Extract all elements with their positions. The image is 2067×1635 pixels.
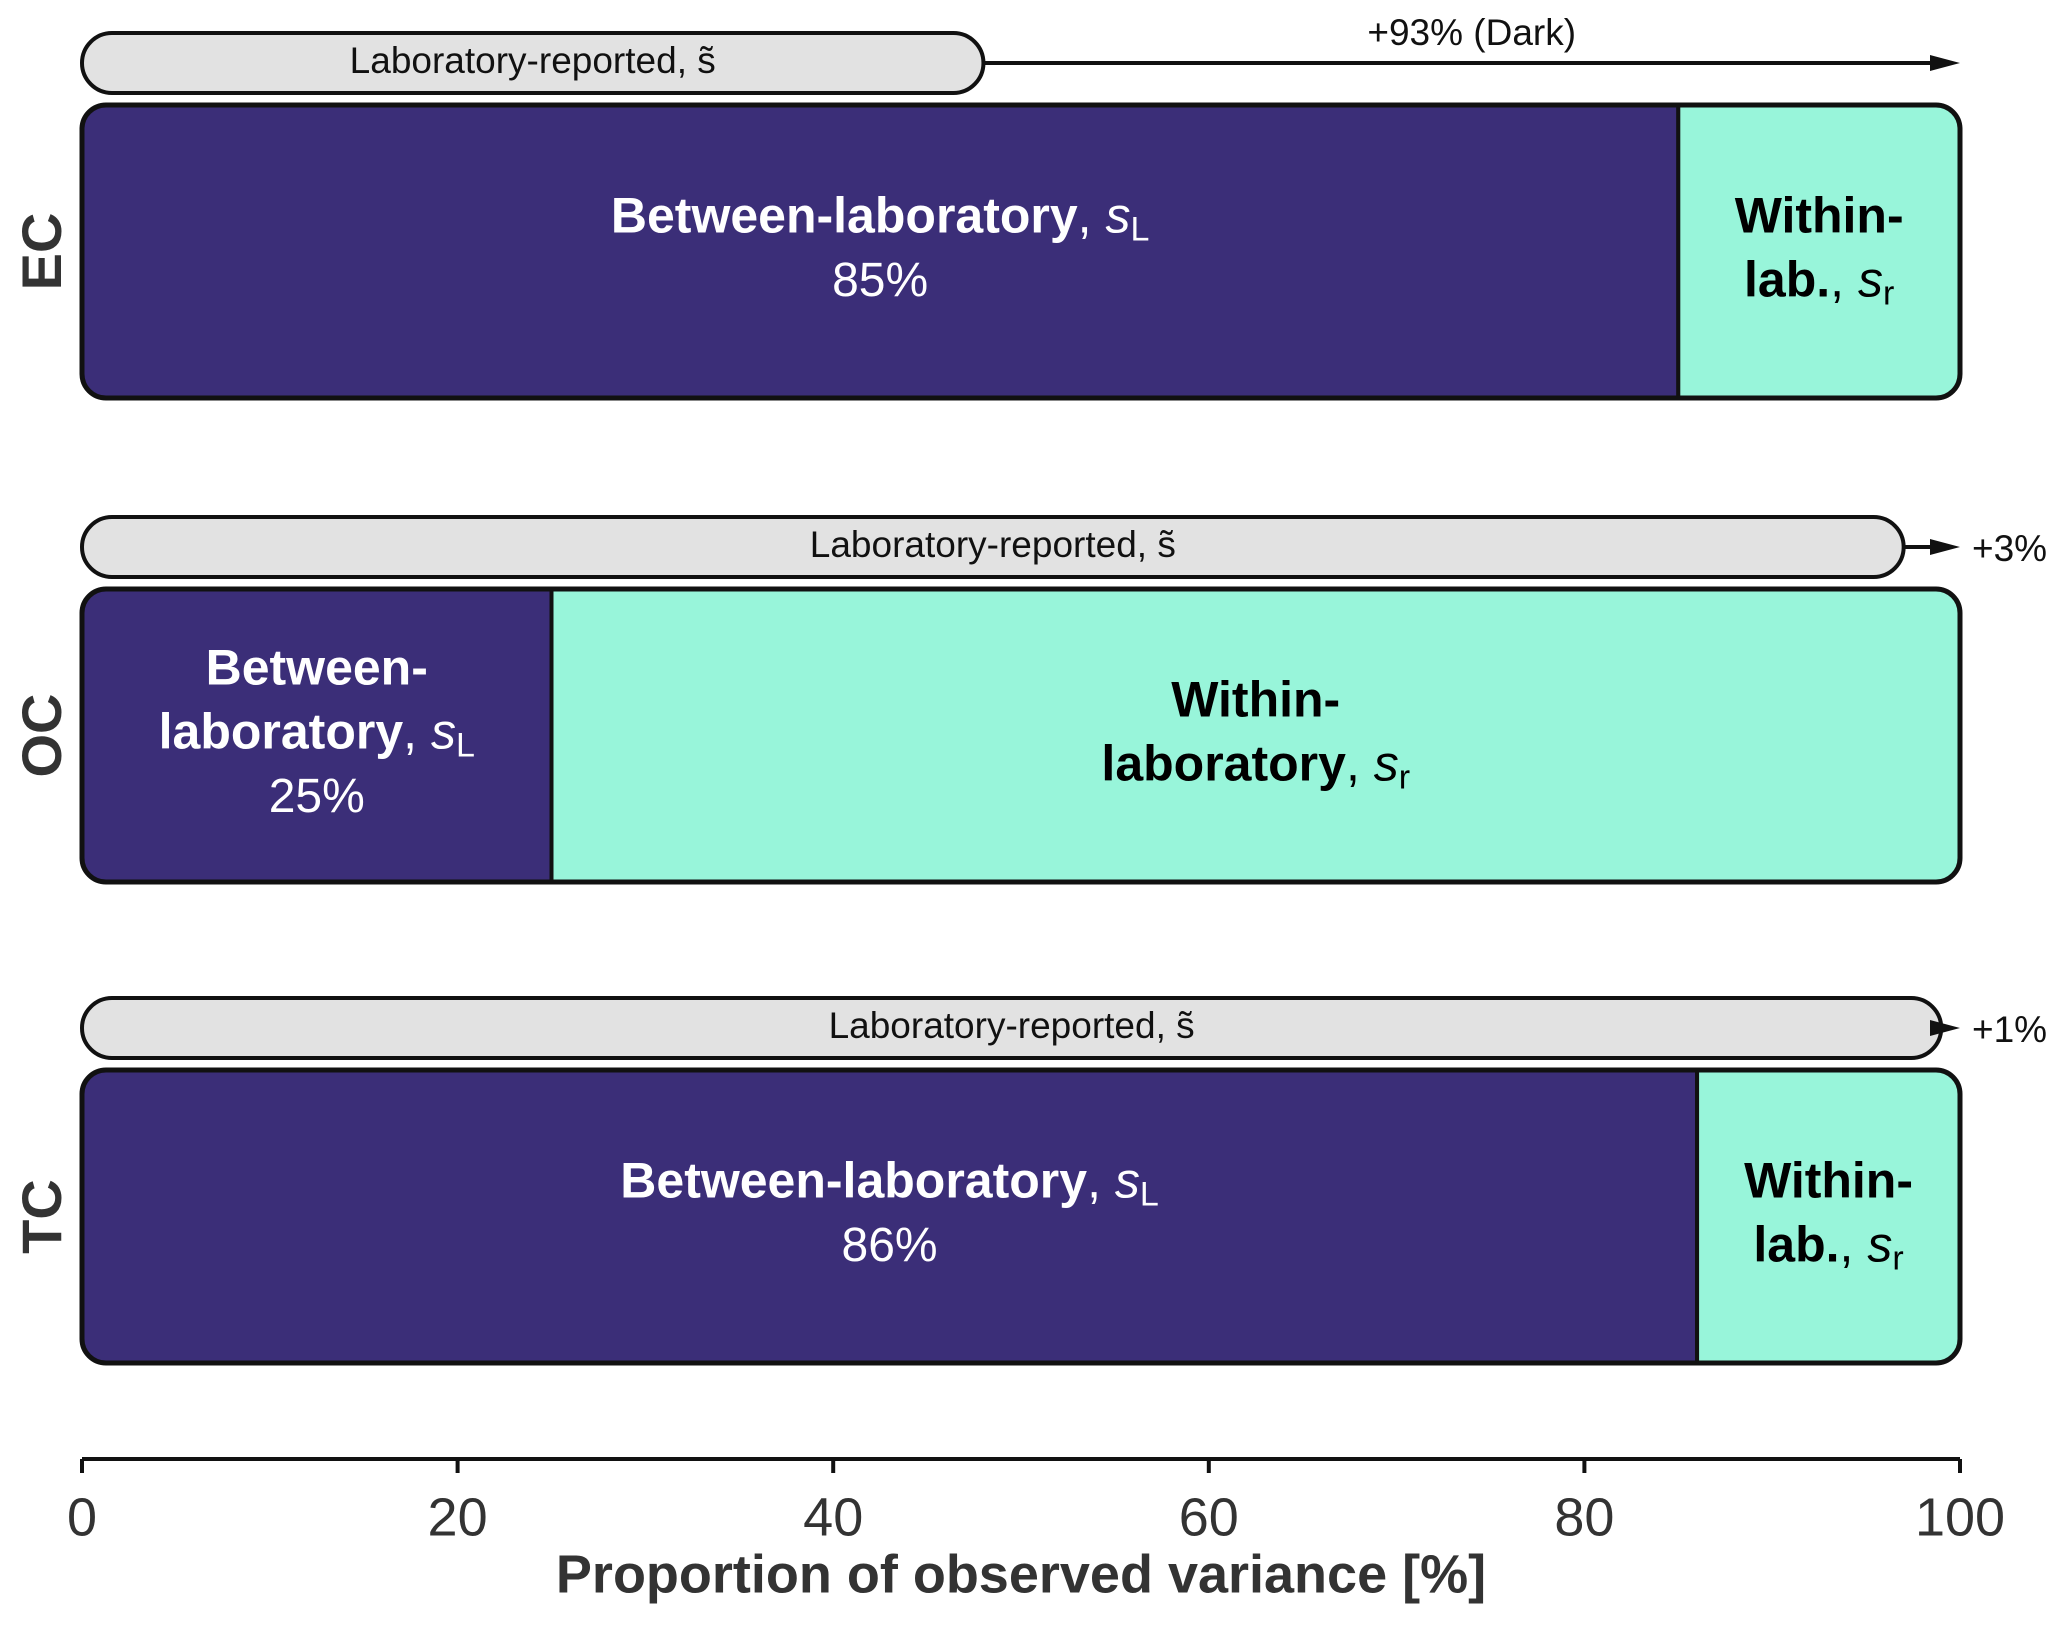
bar-row — [82, 589, 1960, 882]
reported-label: Laboratory-reported, s̃ — [350, 40, 716, 81]
arrow-head — [1930, 55, 1960, 71]
reported-annotation: +3% — [1972, 528, 2047, 569]
reported-annotation: +1% — [1972, 1009, 2047, 1050]
segment-label-text: laboratory — [1101, 736, 1346, 792]
segment-label: Within- — [1171, 672, 1340, 728]
segment-label: laboratory, sr — [1101, 736, 1410, 797]
x-tick-label: 100 — [1915, 1487, 2005, 1547]
segment-label-subscript: r — [1892, 1239, 1903, 1277]
x-tick-label: 0 — [67, 1487, 97, 1547]
segment-label-text: Between-laboratory — [611, 188, 1078, 244]
segment-label-symbol: s — [1374, 736, 1399, 792]
reported-annotation: +93% (Dark) — [1367, 12, 1576, 53]
segment-label-subscript: r — [1883, 274, 1894, 312]
arrow-head — [1930, 539, 1960, 555]
segment-label: Between- — [206, 640, 428, 696]
segment-label-symbol: s — [431, 704, 456, 760]
segment-label-symbol: s — [1867, 1217, 1892, 1273]
bar-segment — [82, 105, 1681, 398]
x-axis-title: Proportion of observed variance [%] — [556, 1544, 1486, 1604]
bar-segment — [82, 1070, 1700, 1363]
category-label: OC — [10, 694, 73, 778]
reported-label: Laboratory-reported, s̃ — [810, 524, 1176, 565]
segment-label-text: Within- — [1171, 672, 1340, 728]
value-label: 25% — [269, 770, 365, 823]
segment-label-symbol: s — [1115, 1153, 1140, 1209]
segment-label: Within- — [1735, 188, 1904, 244]
bar-segment — [1676, 105, 1960, 398]
x-tick-label: 80 — [1554, 1487, 1614, 1547]
bar-segment — [549, 589, 1960, 882]
segment-label-separator: , — [1840, 1217, 1868, 1273]
segment-label-text: laboratory — [159, 704, 404, 760]
value-label: 85% — [832, 254, 928, 307]
segment-label-subscript: L — [1140, 1175, 1159, 1213]
segment-label: lab., sr — [1744, 252, 1894, 313]
segment-label-subscript: r — [1399, 758, 1410, 796]
segment-label-separator: , — [1830, 252, 1858, 308]
category-label: EC — [10, 213, 73, 291]
segment-label-separator: , — [1346, 736, 1374, 792]
bar-row — [82, 1070, 1960, 1363]
bar-outline — [79, 102, 1963, 401]
segment-label-separator: , — [1087, 1153, 1115, 1209]
segment-label: laboratory, sL — [159, 704, 475, 765]
category-label: TC — [10, 1179, 73, 1254]
segment-label-subscript: L — [1130, 210, 1149, 248]
bar-outline — [79, 586, 1963, 885]
arrow-head — [1930, 1020, 1960, 1036]
reported-label: Laboratory-reported, s̃ — [829, 1005, 1195, 1046]
bar-segment — [1695, 1070, 1960, 1363]
segment-label-symbol: s — [1105, 188, 1130, 244]
segment-label-subscript: L — [456, 726, 475, 764]
segment-label-symbol: s — [1858, 252, 1883, 308]
segment-label-text: Between- — [206, 640, 428, 696]
value-label: 86% — [842, 1219, 938, 1272]
bar-row — [82, 105, 1960, 398]
segment-label: Within- — [1744, 1153, 1913, 1209]
segment-label: lab., sr — [1753, 1217, 1903, 1278]
x-tick-label: 40 — [803, 1487, 863, 1547]
x-tick-label: 60 — [1179, 1487, 1239, 1547]
segment-label: Between-laboratory, sL — [620, 1153, 1159, 1214]
x-tick-label: 20 — [428, 1487, 488, 1547]
segment-label-separator: , — [403, 704, 431, 760]
segment-label-text: lab. — [1753, 1217, 1839, 1273]
segment-label: Between-laboratory, sL — [611, 188, 1150, 249]
segment-label-text: Within- — [1744, 1153, 1913, 1209]
segment-label-text: Between-laboratory — [620, 1153, 1087, 1209]
segment-label-separator: , — [1078, 188, 1106, 244]
segment-label-text: Within- — [1735, 188, 1904, 244]
bar-outline — [79, 1067, 1963, 1366]
segment-label-text: lab. — [1744, 252, 1830, 308]
